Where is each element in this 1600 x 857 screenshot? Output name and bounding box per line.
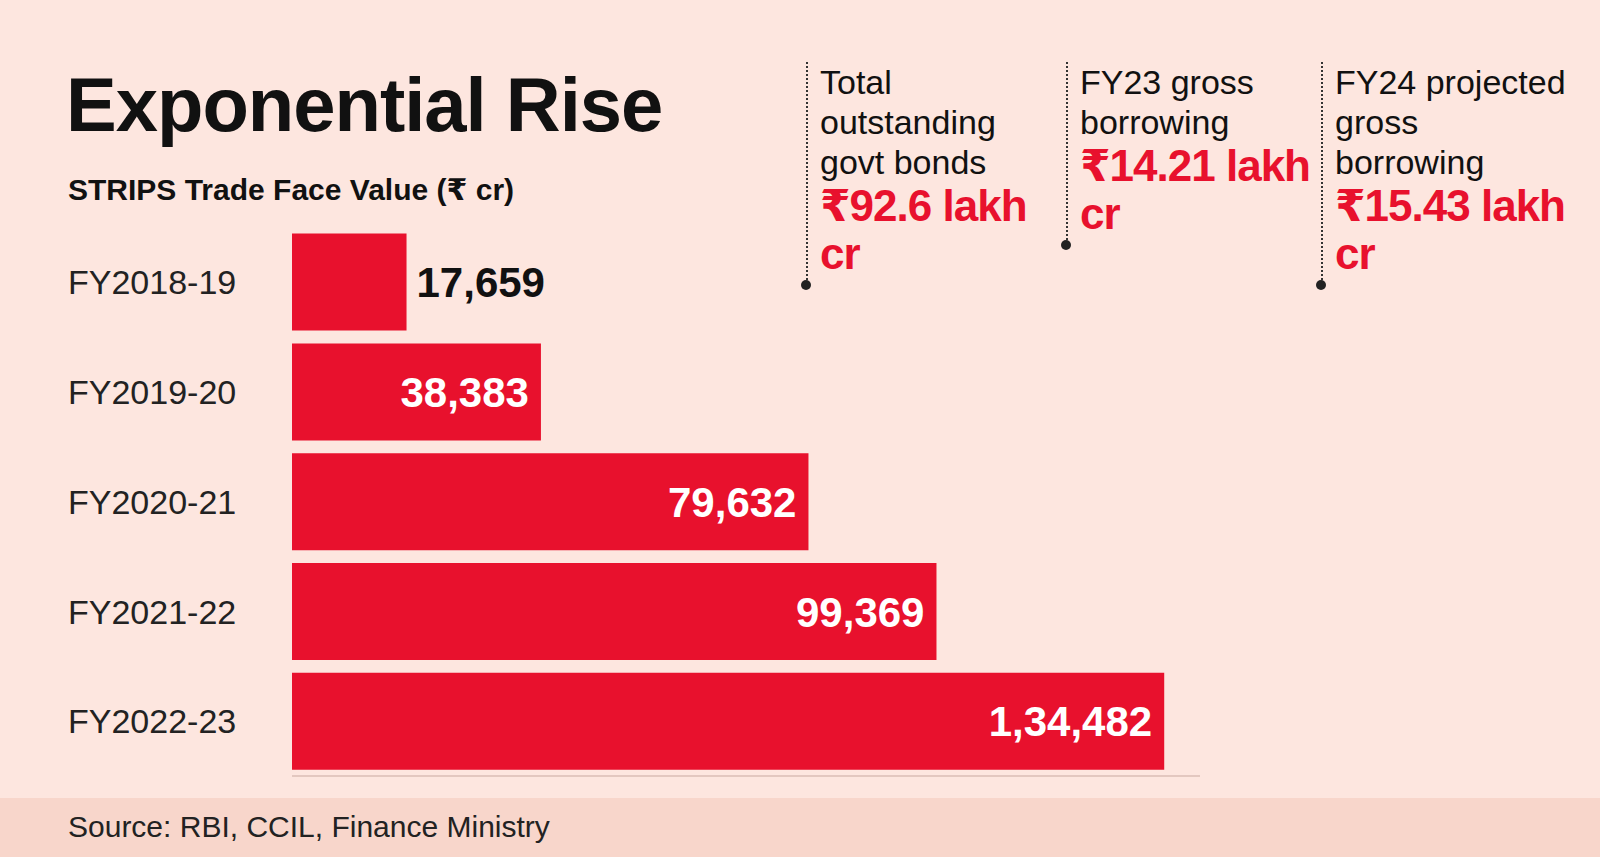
html-text:₹92.6 lakh cr: ₹92.6 lakh cr — [820, 181, 1027, 278]
svg-text:1,34,482: 1,34,482 — [989, 698, 1153, 745]
svg-text:38,383: 38,383 — [400, 369, 528, 416]
html-text:FY23 gross borrowing: FY23 gross borrowing — [1080, 63, 1254, 141]
html-text:₹14.21 lakh cr: ₹14.21 lakh cr — [1080, 141, 1310, 238]
svg-text:FY2022-23: FY2022-23 — [68, 702, 236, 740]
svg-text:79,632: 79,632 — [668, 479, 796, 526]
html-text:FY24 projected gross borrowing: FY24 projected gross borrowing — [1335, 63, 1566, 181]
svg-text:FY2018-19: FY2018-19 — [68, 263, 236, 301]
html-text:Total outstanding govt bonds: Total outstanding govt bonds — [820, 63, 996, 181]
svg-text:FY2019-20: FY2019-20 — [68, 373, 236, 411]
html-text:Exponential Rise: Exponential Rise — [66, 62, 663, 147]
html-text:₹15.43 lakh cr: ₹15.43 lakh cr — [1335, 181, 1565, 278]
svg-text:17,659: 17,659 — [417, 259, 545, 306]
svg-text:99,369: 99,369 — [796, 589, 924, 636]
html-text:STRIPS Trade Face Value (₹ cr): STRIPS Trade Face Value (₹ cr) — [68, 173, 514, 206]
html-text:Source: RBI, CCIL, Finance Min: Source: RBI, CCIL, Finance Ministry — [68, 810, 550, 843]
svg-text:FY2021-22: FY2021-22 — [68, 593, 236, 631]
svg-text:FY2020-21: FY2020-21 — [68, 483, 236, 521]
